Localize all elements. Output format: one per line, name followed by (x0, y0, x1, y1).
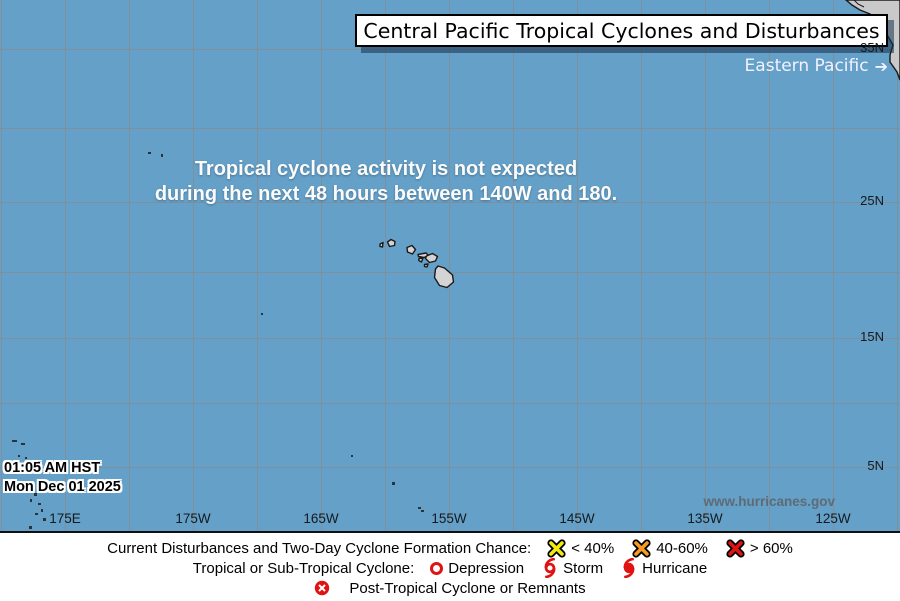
island-kauai (386, 238, 396, 248)
meridian-gridline (577, 0, 578, 531)
meridian-gridline (769, 0, 770, 531)
storm-label: Storm (563, 559, 604, 577)
lon-label-165W: 165W (303, 511, 339, 526)
lon-label-155W: 155W (431, 511, 467, 526)
hawaiian-islands (379, 238, 455, 289)
island-niihau (379, 241, 384, 248)
right-arrow-icon: ➔ (874, 56, 888, 76)
meridian-gridline (321, 0, 322, 531)
parallel-gridline (0, 49, 900, 50)
meridian-gridline (65, 0, 66, 531)
legend-row-cyclones: Tropical or Sub-Tropical Cyclone: Depres… (0, 558, 900, 578)
meridian-gridline (897, 0, 898, 531)
hurricanes-gov-watermark: www.hurricanes.gov (703, 494, 835, 509)
cyclone-legend-label: Tropical or Sub-Tropical Cyclone: (192, 559, 415, 577)
depression-icon (430, 561, 444, 575)
meridian-gridline (1, 0, 2, 531)
yellow-x-icon (547, 538, 566, 558)
lat-label-25N: 25N (860, 193, 884, 208)
disturbance-legend-label: Current Disturbances and Two-Day Cyclone… (107, 539, 532, 557)
outlook-message: Tropical cyclone activity is not expecte… (0, 157, 772, 207)
legend-item-low-chance: < 40% (547, 538, 615, 558)
meridian-gridline (257, 0, 258, 531)
island-hawaii (433, 265, 455, 289)
map-legend: Current Disturbances and Two-Day Cyclone… (0, 535, 900, 601)
legend-item-hurricane: Hurricane (621, 558, 707, 578)
parallel-gridline (0, 467, 900, 468)
lat-label-15N: 15N (860, 329, 884, 344)
meridian-gridline (513, 0, 514, 531)
parallel-gridline (0, 338, 900, 339)
legend-item-medium-chance: 40-60% (632, 538, 708, 558)
outlook-message-line2: during the next 48 hours between 140W an… (154, 183, 618, 205)
medium-chance-label: 40-60% (656, 539, 708, 557)
orange-x-icon (632, 538, 651, 558)
red-x-icon (726, 538, 745, 558)
parallel-gridline (0, 202, 900, 203)
eastern-pacific-link[interactable]: Eastern Pacific ➔ (745, 56, 888, 76)
outlook-message-line1: Tropical cyclone activity is not expecte… (194, 158, 578, 180)
parallel-gridline (0, 403, 900, 404)
issuance-date: Mon Dec 01 2025 (4, 479, 121, 495)
map-title: Central Pacific Tropical Cyclones and Di… (355, 14, 888, 47)
eastern-pacific-label: Eastern Pacific (744, 56, 869, 76)
legend-row-post-tropical: Post-Tropical Cyclone or Remnants (0, 578, 900, 598)
post-tropical-label: Post-Tropical Cyclone or Remnants (349, 579, 586, 597)
meridian-gridline (129, 0, 130, 531)
legend-item-storm: Storm (542, 558, 603, 578)
meridian-gridline (833, 0, 834, 531)
lon-label-175E: 175E (49, 511, 81, 526)
legend-row-disturbances: Current Disturbances and Two-Day Cyclone… (0, 538, 900, 558)
legend-item-depression: Depression (430, 560, 524, 577)
meridian-gridline (385, 0, 386, 531)
island-lanai (418, 257, 424, 263)
island-maui (424, 252, 439, 264)
tropical-storm-icon (542, 558, 558, 578)
issuance-time: 01:05 AM HST (4, 460, 101, 476)
meridian-gridline (641, 0, 642, 531)
legend-item-high-chance: > 60% (726, 538, 793, 558)
post-tropical-icon (314, 580, 330, 596)
high-chance-label: > 60% (749, 539, 793, 557)
legend-item-post-tropical: Post-Tropical Cyclone or Remnants (314, 579, 586, 597)
pacific-outlook-map: Central Pacific Tropical Cyclones and Di… (0, 0, 900, 533)
lon-label-125W: 125W (815, 511, 851, 526)
lon-label-145W: 145W (559, 511, 595, 526)
hurricane-label: Hurricane (642, 559, 708, 577)
meridian-gridline (705, 0, 706, 531)
island-kahoolawe (423, 263, 429, 268)
meridian-gridline (193, 0, 194, 531)
issuance-timestamp: 01:05 AM HST Mon Dec 01 2025 (4, 459, 121, 497)
parallel-gridline (0, 128, 900, 129)
lon-label-135W: 135W (687, 511, 723, 526)
meridian-gridline (449, 0, 450, 531)
hurricane-icon (621, 558, 637, 578)
lon-label-175W: 175W (175, 511, 211, 526)
low-chance-label: < 40% (571, 539, 615, 557)
lat-label-35N: 35N (860, 40, 884, 55)
lat-label-5N: 5N (867, 458, 884, 473)
depression-label: Depression (448, 559, 525, 577)
island-oahu (406, 244, 417, 255)
small-islands (12, 152, 424, 529)
map-title-text: Central Pacific Tropical Cyclones and Di… (363, 18, 880, 43)
